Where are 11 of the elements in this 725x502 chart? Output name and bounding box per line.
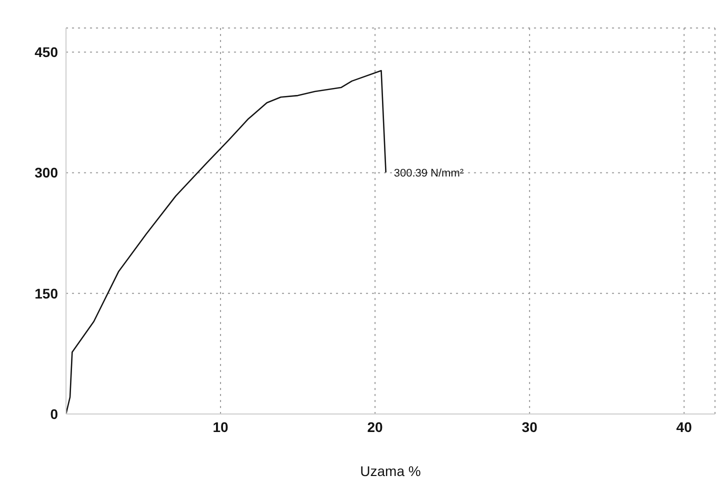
x-tick-label: 10: [212, 418, 229, 435]
y-tick-label: 300: [34, 164, 58, 181]
x-tick-label: 40: [676, 418, 692, 435]
x-axis-title: Uzama %: [360, 463, 421, 479]
x-tick-label: 20: [367, 418, 384, 435]
y-tick-label: 450: [34, 44, 58, 60]
annotation: 300.39 N/mm²: [394, 167, 464, 180]
y-tick-label: 150: [34, 285, 58, 302]
x-tick-label: 30: [522, 418, 538, 435]
line-series: [66, 70, 387, 414]
y-tick-label: 0: [50, 406, 58, 422]
